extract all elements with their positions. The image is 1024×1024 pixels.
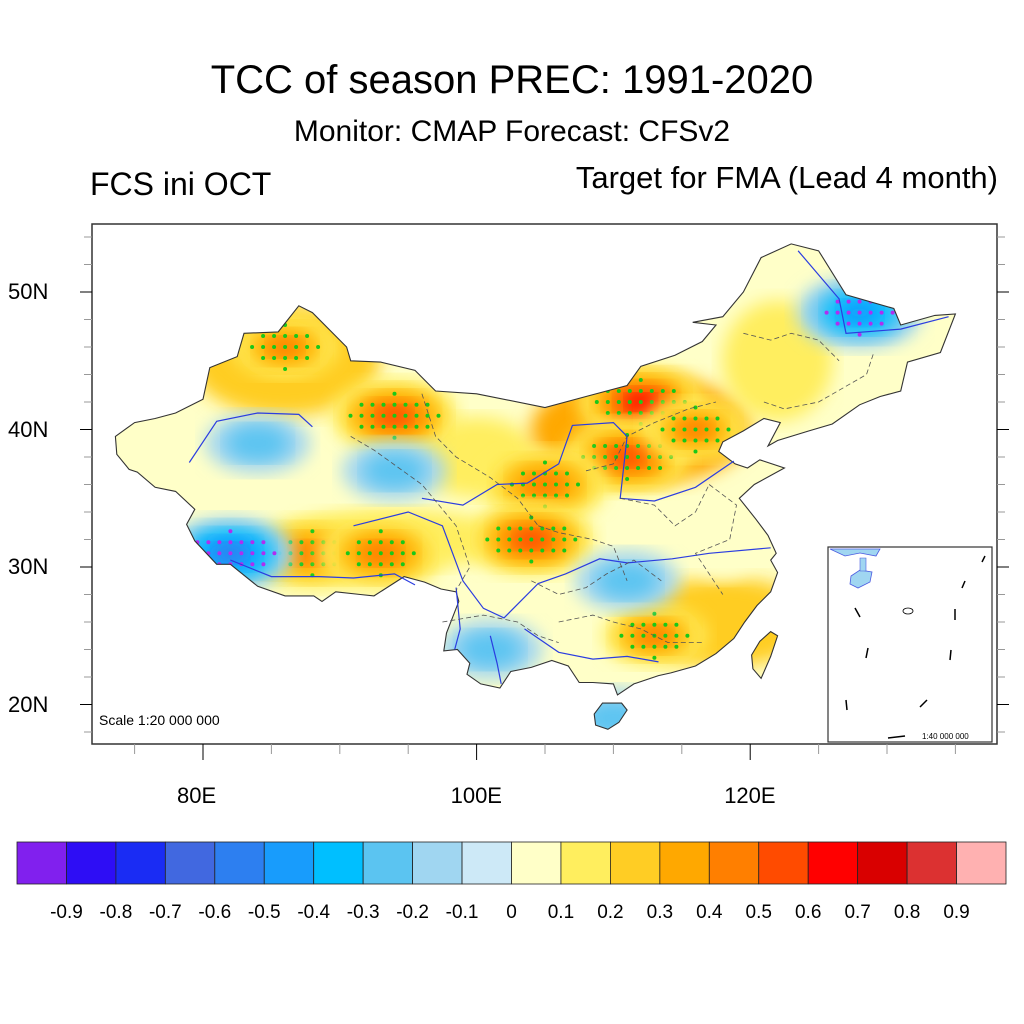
left-string: FCS ini OCT: [90, 166, 272, 202]
significance-dots: [348, 391, 441, 440]
x-tick-label: 100E: [450, 783, 502, 808]
significance-dots: [485, 515, 578, 564]
province-boundaries: [350, 332, 874, 643]
tcc-region: [226, 425, 289, 462]
tcc-region: [582, 700, 645, 730]
significance-dots: [660, 405, 731, 454]
tcc-region: [363, 452, 426, 489]
scale-label: Scale 1:20 000 000: [99, 712, 220, 728]
chart-subtitle: Monitor: CMAP Forecast: CFSv2: [293, 115, 731, 148]
significance-dots: [250, 323, 321, 371]
y-tick-label: 20N: [8, 691, 49, 717]
china-border: [114, 243, 957, 730]
tcc-region: [459, 631, 522, 668]
rivers: [188, 250, 949, 685]
y-tick-label: 30N: [8, 554, 49, 579]
significance-dots: [619, 611, 690, 660]
significance-dots: [345, 529, 416, 578]
y-tick-label: 50N: [8, 279, 49, 304]
y-tick-label: 40N: [8, 416, 49, 442]
inset-scale-label: 1:40 000 000: [922, 732, 969, 741]
x-tick-label: 120E: [724, 783, 776, 808]
right-string: Target for FMA (Lead 4 month): [575, 160, 998, 195]
x-tick-label: 80E: [177, 783, 217, 808]
south-china-sea-inset: 1:40 000 000: [827, 546, 993, 743]
chart-title: TCC of season PREC: 1991-2020: [210, 58, 814, 102]
